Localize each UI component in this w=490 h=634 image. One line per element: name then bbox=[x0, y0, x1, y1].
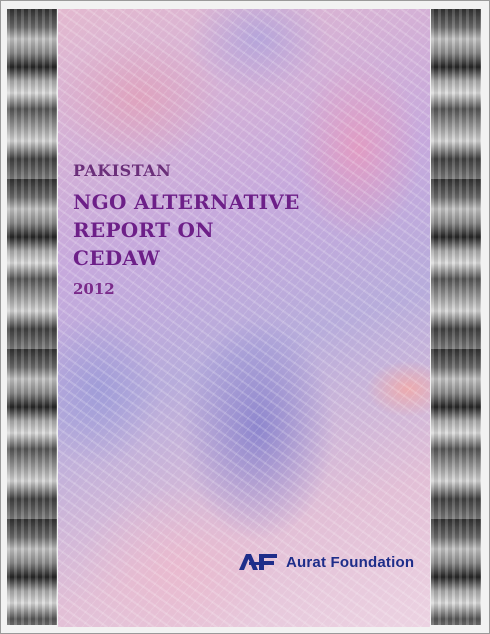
right-photo-collage bbox=[431, 9, 481, 625]
title-line-1: NGO ALTERNATIVE bbox=[73, 190, 300, 214]
aurat-foundation-logo-icon bbox=[237, 552, 281, 572]
publisher-name: Aurat Foundation bbox=[286, 553, 415, 571]
painted-cover-artwork bbox=[58, 9, 430, 627]
title-line-3: CEDAW bbox=[73, 246, 160, 270]
title-line-2: REPORT ON bbox=[73, 218, 214, 242]
left-photo-collage bbox=[7, 9, 57, 625]
publisher-brand: Aurat Foundation bbox=[237, 552, 414, 572]
cover-title-block: PAKISTAN NGO ALTERNATIVE REPORT ON CEDAW… bbox=[73, 161, 393, 298]
country-label: PAKISTAN bbox=[73, 161, 172, 180]
report-year: 2012 bbox=[73, 280, 115, 298]
